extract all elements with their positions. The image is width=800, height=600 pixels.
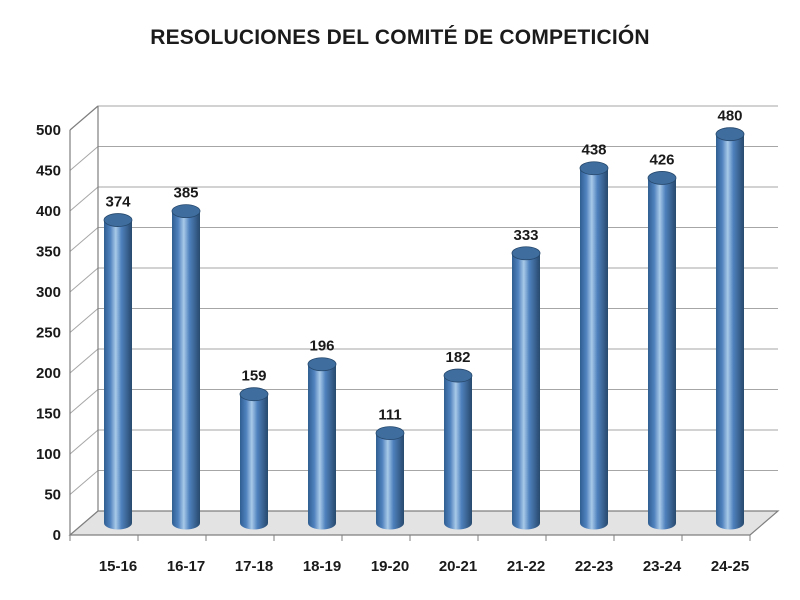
bar-body [308,364,336,523]
x-category-label: 19-20 [371,558,409,575]
y-tick-label: 100 [36,446,61,463]
bar-24-25: 480 24-25 [711,108,749,575]
bar-value-label: 480 [717,108,742,125]
bar-top [239,387,269,402]
x-category-label: 18-19 [303,558,341,575]
x-category-label: 22-23 [575,558,613,575]
x-category-label: 15-16 [99,558,137,575]
chart-title: RESOLUCIONES DEL COMITÉ DE COMPETICIÓN [150,26,650,49]
y-tick-label: 0 [53,527,61,544]
bar-body [172,211,200,523]
x-category-label: 17-18 [235,558,273,575]
bars: 374 15-16 385 16-17 159 17-18 196 18-19 111 19-20… [99,108,749,575]
bar-top [375,426,405,440]
y-tick-label: 150 [36,406,61,423]
y-tick-label: 200 [36,365,61,382]
bar-body [648,177,676,523]
x-category-label: 20-21 [439,558,477,575]
y-tick-label: 400 [36,203,61,220]
bar-body [376,433,404,523]
bar-value-label: 111 [378,407,401,424]
bar-body [444,375,472,523]
x-axis-ticks [69,535,751,541]
y-axis [69,105,99,535]
x-category-label: 24-25 [711,558,749,575]
bar-top [579,161,609,176]
y-tick-label: 350 [36,244,61,261]
bar-top [443,368,473,383]
y-tick-label: 250 [36,325,61,342]
y-tick-label: 50 [44,487,61,504]
y-axis-labels: 0 50 100 150 200 250 300 350 400 450 500 [36,122,61,544]
bar-18-19: 196 18-19 [303,338,341,575]
y-tick-label: 500 [36,122,61,139]
bar-20-21: 182 20-21 [439,349,477,575]
bar-16-17: 385 16-17 [167,185,205,575]
x-category-label: 23-24 [643,558,682,575]
bar-value-label: 385 [173,185,198,202]
bar-value-label: 374 [105,194,131,211]
bar-chart-svg: 0 50 100 150 200 250 300 350 400 450 500 374 15-16 38… [36,105,780,575]
bar-top [103,213,133,227]
bar-top [715,127,745,142]
bar-top [647,171,677,185]
bar-top [171,204,201,219]
bar-value-label: 182 [445,349,470,366]
bar-top [307,357,337,372]
y-tick-label: 300 [36,284,61,301]
bar-15-16: 374 15-16 [99,194,137,575]
bar-body [580,168,608,523]
x-category-label: 16-17 [167,558,205,575]
bar-value-label: 426 [649,151,674,168]
bar-top [511,246,541,261]
bar-value-label: 438 [581,142,606,159]
bar-17-18: 159 17-18 [235,368,273,575]
bar-value-label: 159 [241,368,266,385]
bar-19-20: 111 19-20 [371,407,409,575]
bar-body [240,394,268,523]
bar-value-label: 333 [513,227,538,244]
bar-body [104,220,132,523]
y-tick-label: 450 [36,163,61,180]
bar-23-24: 426 23-24 [643,151,682,575]
bar-body [512,253,540,523]
bar-21-22: 333 21-22 [507,227,545,575]
bar-22-23: 438 22-23 [575,142,613,575]
bar-value-label: 196 [309,338,334,355]
bar-body [716,134,744,523]
x-category-label: 21-22 [507,558,545,575]
